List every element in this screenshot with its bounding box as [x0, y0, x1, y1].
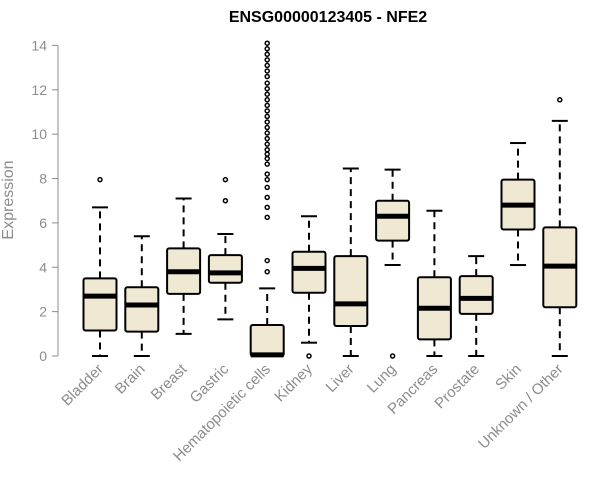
outlier-point — [389, 353, 396, 359]
chart-title: ENSG00000123405 - NFE2 — [229, 9, 427, 26]
outlier-point — [264, 135, 270, 142]
outlier-point — [264, 85, 270, 92]
box-group — [166, 197, 202, 335]
box — [291, 250, 327, 294]
x-tick-label: Breast — [148, 360, 191, 403]
outlier-point — [264, 113, 270, 120]
y-tick-label: 10 — [31, 126, 47, 142]
y-tick-label: 12 — [31, 82, 47, 98]
y-axis-label: Expression — [0, 160, 17, 239]
outlier-point — [306, 353, 312, 359]
outlier-point — [264, 204, 270, 211]
outlier-point — [264, 91, 270, 97]
box — [124, 286, 160, 333]
box-group — [124, 235, 160, 357]
box-group — [249, 40, 285, 358]
outlier-point — [222, 197, 229, 204]
x-tick-label: Lung — [364, 361, 400, 397]
outlier-point — [264, 102, 270, 109]
y-axis: 0 2 4 6 8 10 12 14 — [31, 37, 59, 364]
y-tick-label: 2 — [39, 304, 47, 320]
outlier-point — [264, 214, 270, 221]
boxes — [82, 40, 578, 359]
outlier-point — [264, 124, 270, 131]
outlier-point — [264, 184, 270, 191]
box-group — [458, 255, 494, 357]
box-group — [542, 97, 578, 357]
box — [207, 254, 243, 284]
outlier-point — [264, 176, 270, 183]
y-tick-label: 0 — [39, 348, 47, 364]
outlier-point — [264, 51, 270, 58]
box-group — [291, 215, 327, 359]
box-group — [416, 209, 452, 357]
y-tick-label: 4 — [39, 259, 47, 275]
box-group — [375, 168, 411, 359]
x-tick-label: Skin — [492, 361, 525, 394]
y-tick-label: 6 — [39, 215, 47, 231]
outlier-point — [264, 155, 270, 162]
box-group — [500, 142, 536, 267]
outlier-point — [264, 46, 270, 52]
outlier-point — [264, 80, 270, 86]
x-tick-label: Brain — [112, 361, 149, 398]
outlier-point — [264, 130, 270, 136]
box — [82, 277, 118, 332]
outlier-point — [264, 68, 270, 74]
outlier-point — [557, 97, 563, 103]
box — [375, 199, 411, 242]
x-tick-label: Liver — [323, 361, 358, 396]
box-group — [82, 176, 118, 357]
outlier-point — [264, 73, 270, 80]
box — [249, 323, 285, 358]
outlier-point — [264, 108, 270, 114]
outlier-point — [264, 171, 270, 177]
outlier-point — [222, 176, 229, 183]
box — [333, 255, 369, 328]
outlier-point — [264, 97, 270, 103]
y-tick-label: 14 — [31, 37, 47, 53]
y-tick-label: 8 — [39, 171, 47, 187]
box-group — [333, 167, 369, 357]
outlier-point — [264, 62, 270, 69]
outlier-point — [264, 119, 270, 125]
outlier-point — [264, 151, 270, 157]
x-tick-label: Bladder — [58, 361, 107, 410]
outlier-point — [264, 141, 270, 147]
outlier-point — [264, 257, 270, 264]
box — [458, 275, 494, 315]
outlier-point — [264, 161, 270, 167]
box-group — [207, 176, 243, 321]
outlier-point — [97, 176, 103, 183]
x-tick-label: Kidney — [271, 360, 316, 405]
outlier-point — [264, 146, 270, 153]
x-tick-label: Prostate — [431, 361, 483, 413]
outlier-point — [264, 194, 270, 201]
outlier-point — [264, 268, 270, 275]
outlier-point — [264, 57, 270, 63]
outlier-point — [264, 40, 270, 46]
